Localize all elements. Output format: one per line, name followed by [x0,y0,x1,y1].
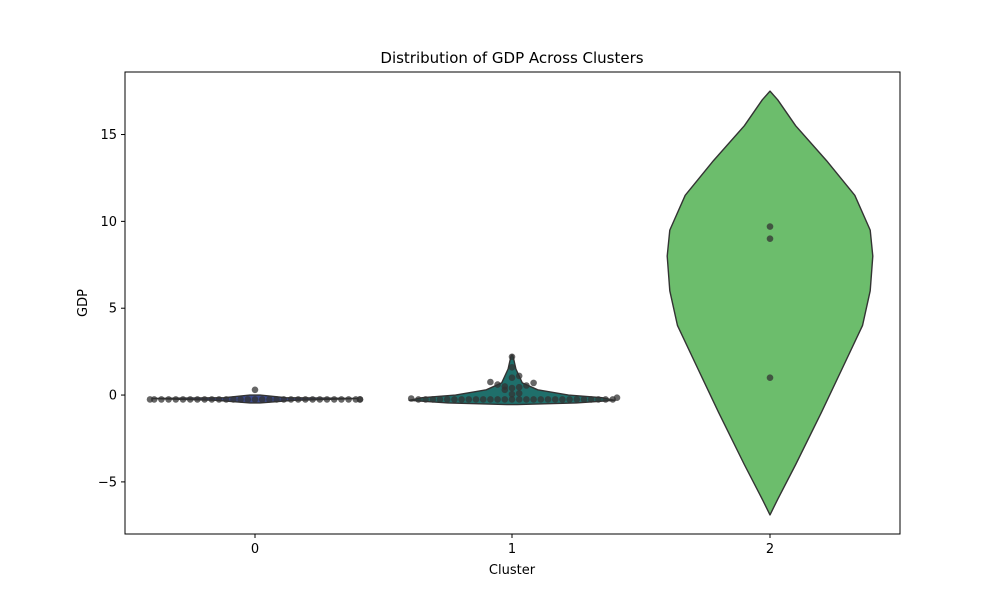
point-cluster-1 [508,353,516,361]
point-cluster-0 [309,396,316,403]
point-cluster-0 [251,386,259,394]
point-cluster-0 [222,396,230,403]
point-cluster-1 [515,390,523,397]
y-tick-label: 10 [100,215,117,230]
point-cluster-0 [330,396,338,403]
point-cluster-1 [515,383,523,391]
point-cluster-1 [523,396,530,403]
y-tick-label: 5 [109,302,117,317]
point-cluster-0 [356,396,364,403]
point-cluster-0 [280,396,288,403]
y-tick-label: 0 [109,389,117,404]
point-cluster-1 [595,396,602,403]
point-cluster-1 [530,379,537,387]
point-cluster-0 [251,396,259,403]
point-cluster-0 [165,396,172,403]
point-cluster-0 [186,396,194,403]
violin-cluster-2 [666,90,874,516]
point-cluster-1 [613,394,621,402]
point-cluster-1 [443,396,451,403]
point-cluster-1 [407,395,415,402]
point-cluster-1 [515,372,523,380]
x-tick-label: 2 [766,542,774,557]
violins-layer [151,90,874,516]
point-cluster-1 [551,396,559,403]
point-cluster-0 [287,396,295,403]
point-cluster-0 [146,396,154,403]
point-cluster-1 [465,396,473,403]
point-cluster-0 [215,396,223,403]
point-cluster-0 [158,396,165,403]
point-cluster-1 [422,396,429,403]
point-cluster-1 [458,396,465,403]
point-cluster-1 [508,364,516,371]
point-cluster-1 [508,374,516,382]
point-cluster-0 [172,396,180,403]
x-tick-label: 1 [508,542,516,557]
point-cluster-1 [415,396,422,403]
point-cluster-0 [323,396,331,403]
point-cluster-1 [487,396,494,403]
point-cluster-2 [766,235,774,242]
y-tick-label: −5 [98,475,117,490]
point-cluster-0 [230,396,237,403]
point-cluster-1 [508,384,516,392]
y-axis-label: GDP [76,289,91,317]
points-layer [146,223,774,403]
point-cluster-1 [523,382,530,389]
point-cluster-1 [580,396,588,403]
point-cluster-0 [338,396,345,403]
point-cluster-1 [573,396,581,403]
ticks-layer: −5 0 5 10 15 0 1 2 [98,128,774,557]
point-cluster-1 [436,396,444,403]
point-cluster-1 [566,396,573,403]
point-cluster-0 [345,396,352,403]
point-cluster-1 [537,396,545,403]
plot-frame [124,71,901,535]
x-axis-label: Cluster [489,563,536,578]
y-tick-label: 15 [100,128,117,143]
point-cluster-0 [194,396,201,403]
point-cluster-0 [237,396,244,403]
point-cluster-1 [508,390,516,398]
point-cluster-1 [587,396,595,403]
point-cluster-2 [766,374,774,382]
point-cluster-1 [479,396,487,403]
point-cluster-1 [501,383,509,390]
point-cluster-0 [258,396,266,403]
point-cluster-1 [530,396,537,403]
point-cluster-0 [201,396,208,403]
point-cluster-1 [429,396,437,403]
point-cluster-0 [208,396,216,403]
point-cluster-0 [244,396,252,403]
point-cluster-0 [316,396,324,403]
x-tick-label: 0 [251,542,259,557]
point-cluster-1 [508,396,516,403]
point-cluster-0 [179,396,187,403]
point-cluster-0 [266,396,273,403]
point-cluster-1 [544,396,552,403]
point-cluster-0 [273,396,280,403]
point-cluster-1 [501,396,509,403]
point-cluster-1 [487,378,494,386]
point-cluster-1 [494,381,501,388]
point-cluster-0 [294,396,302,403]
point-cluster-1 [494,396,501,403]
point-cluster-1 [472,396,480,403]
point-cluster-2 [766,223,774,230]
point-cluster-1 [559,396,566,403]
chart-title: Distribution of GDP Across Clusters [380,49,643,67]
point-cluster-0 [302,396,309,403]
point-cluster-1 [602,396,609,403]
point-cluster-1 [515,396,523,403]
point-cluster-1 [451,396,458,403]
